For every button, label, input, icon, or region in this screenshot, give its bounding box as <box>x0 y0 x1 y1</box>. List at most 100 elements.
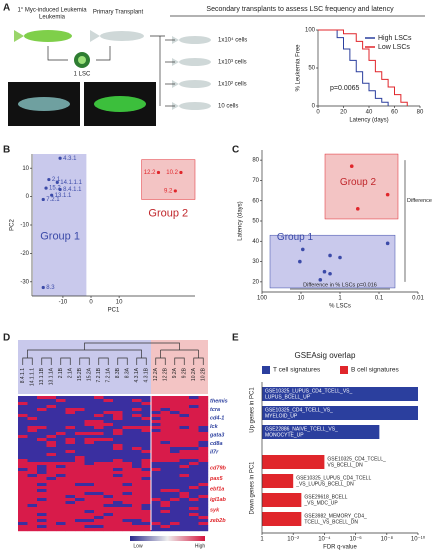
heat-cell <box>94 405 104 409</box>
heat-cell <box>56 477 66 481</box>
heat-cell <box>179 411 190 415</box>
heat-cell <box>75 408 85 412</box>
bar-label: GSE10325_LUPUS_CD4_TCELL_VS_ <box>265 388 352 394</box>
secondary-title: Secondary transplants to assess LSC freq… <box>206 6 394 13</box>
heat-cell <box>151 489 161 493</box>
heat-cell <box>151 456 161 460</box>
heat-cell <box>151 501 161 505</box>
heat-cell <box>94 477 104 481</box>
heat-cell <box>198 486 209 490</box>
heat-cell <box>84 405 95 409</box>
heat-cell <box>141 516 152 520</box>
heat-cell <box>122 459 133 463</box>
heat-cell <box>75 444 85 448</box>
heat-cell <box>198 483 209 487</box>
lsc-label: 1 LSC <box>74 72 91 78</box>
heat-cell <box>132 459 142 463</box>
heat-cell <box>46 474 57 478</box>
x-tick-label: 10 <box>116 300 123 306</box>
heat-cell <box>56 483 66 487</box>
heat-cell <box>132 513 142 517</box>
heat-cell <box>46 462 57 466</box>
heat-cell <box>65 414 76 418</box>
heat-cell <box>103 444 114 448</box>
column-label: 2.1B <box>58 367 64 378</box>
heat-cell <box>151 408 161 412</box>
heat-cell <box>46 435 57 439</box>
x-axis-label: % LSCs <box>329 304 351 310</box>
column-label: 14.1.1.1 <box>30 368 36 386</box>
heat-cell <box>37 426 47 430</box>
heat-cell <box>160 438 171 442</box>
heat-cell <box>65 495 76 499</box>
heat-cell <box>179 489 190 493</box>
heat-cell <box>189 444 199 448</box>
heat-cell <box>141 498 152 502</box>
point-label: 12.2 <box>144 170 156 176</box>
chart-title: GSEAsig overlap <box>295 351 356 360</box>
heat-cell <box>160 525 171 529</box>
heat-cell <box>113 417 123 421</box>
heat-cell <box>27 411 38 415</box>
heat-cell <box>27 429 38 433</box>
photo-fish <box>94 96 146 112</box>
heat-cell <box>37 522 47 526</box>
heat-cell <box>37 435 47 439</box>
heat-cell <box>132 471 142 475</box>
heat-cell <box>151 477 161 481</box>
heat-cell <box>18 498 28 502</box>
heat-cell <box>75 483 85 487</box>
legend-swatch <box>340 366 348 374</box>
gene-label: gata3 <box>209 432 224 438</box>
heat-cell <box>170 501 180 505</box>
heat-cell <box>170 438 180 442</box>
point-label: 8.4.1.1 <box>63 187 82 193</box>
heat-cell <box>189 450 199 454</box>
point <box>44 186 48 190</box>
heat-cell <box>37 501 47 505</box>
heat-cell <box>84 492 95 496</box>
heat-cell <box>189 504 199 508</box>
heat-cell <box>141 423 152 427</box>
bracket <box>150 35 165 106</box>
heat-cell <box>141 453 152 457</box>
heat-cell <box>56 399 66 403</box>
heat-cell <box>46 420 57 424</box>
y-tick-label: 80 <box>252 158 259 164</box>
heat-cell <box>18 489 28 493</box>
heat-cell <box>75 495 85 499</box>
heat-cell <box>56 519 66 523</box>
heat-cell <box>179 396 190 400</box>
point <box>318 278 323 282</box>
heat-cell <box>122 411 133 415</box>
heat-cell <box>122 468 133 472</box>
heat-cell <box>179 408 190 412</box>
heat-cell <box>141 432 152 436</box>
heat-cell <box>198 444 209 448</box>
heat-cell <box>103 438 114 442</box>
annotation: p=0.0065 <box>330 85 359 92</box>
heat-cell <box>141 480 152 484</box>
heat-cell <box>141 471 152 475</box>
dose-label: 1x10² cells <box>218 82 247 88</box>
heat-cell <box>27 507 38 511</box>
heat-cell <box>56 435 66 439</box>
heat-cell <box>132 522 142 526</box>
bar-label: _VS_LUPUS_BCELL_DN <box>295 481 354 487</box>
heat-cell <box>151 519 161 523</box>
heat-cell <box>75 441 85 445</box>
heat-cell <box>46 504 57 508</box>
heat-cell <box>37 504 47 508</box>
heat-cell <box>170 468 180 472</box>
heat-cell <box>75 480 85 484</box>
y-tick-label: 50 <box>308 66 315 72</box>
heat-cell <box>179 429 190 433</box>
heat-cell <box>141 435 152 439</box>
heat-cell <box>141 441 152 445</box>
heat-cell <box>37 498 47 502</box>
heat-cell <box>18 438 28 442</box>
heat-cell <box>170 519 180 523</box>
heat-cell <box>27 405 38 409</box>
heat-cell <box>75 423 85 427</box>
heat-cell <box>56 432 66 436</box>
